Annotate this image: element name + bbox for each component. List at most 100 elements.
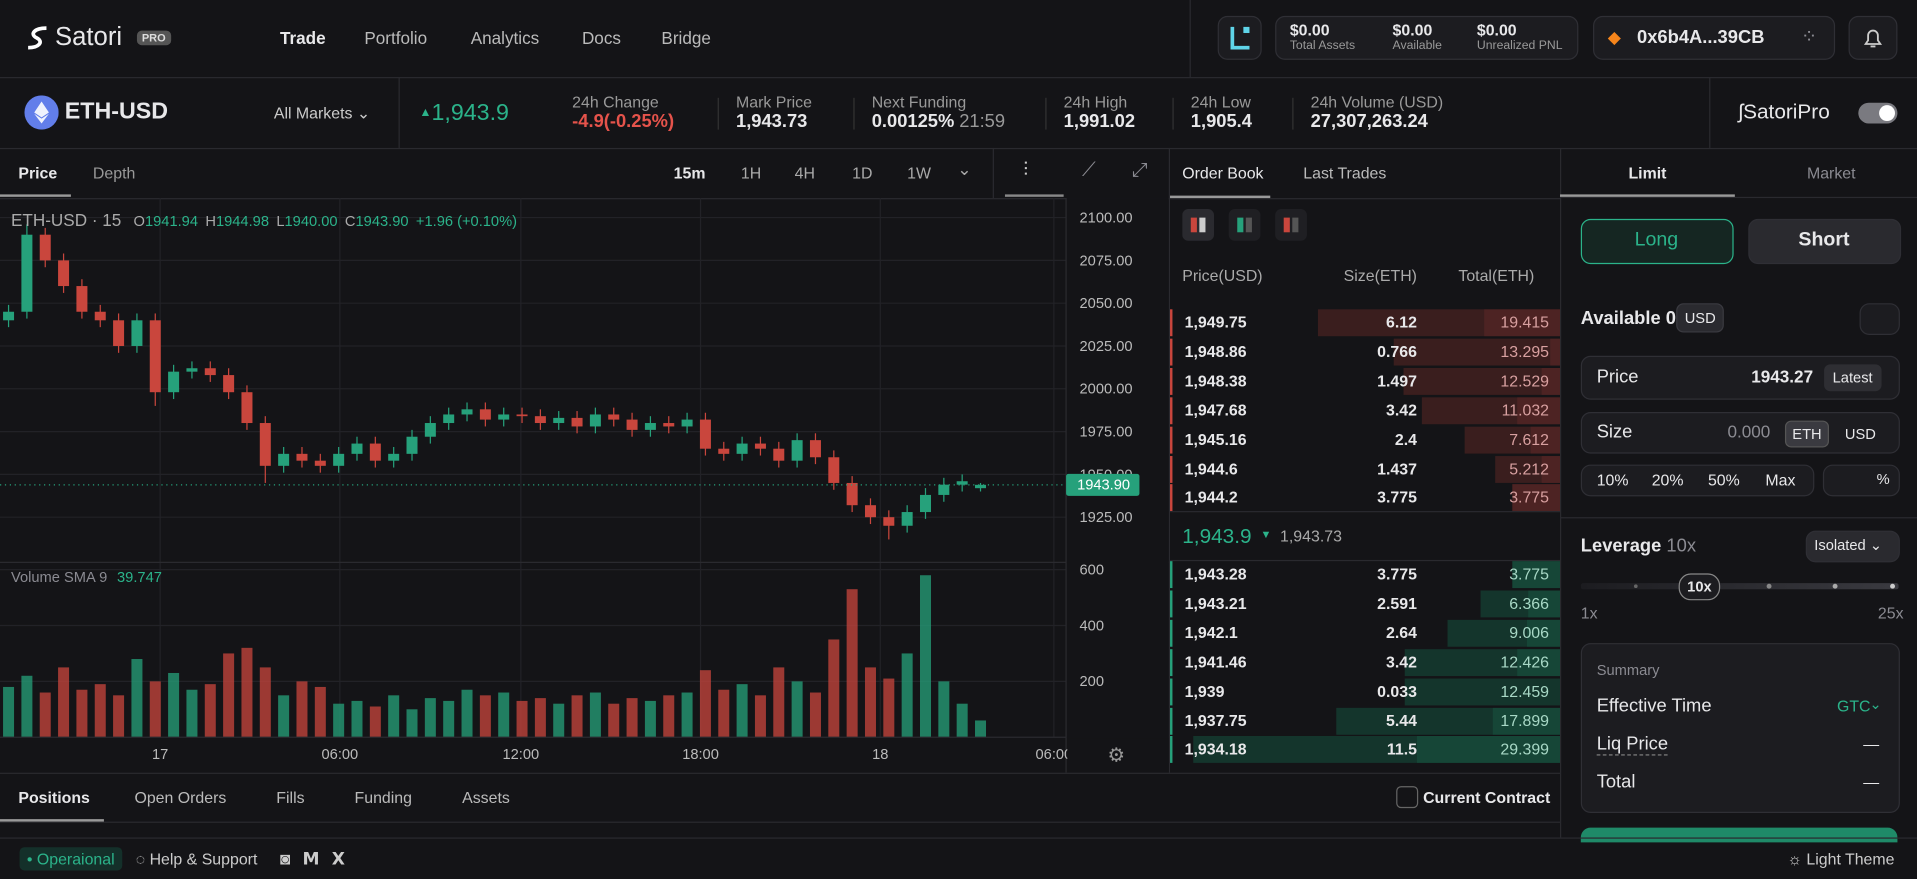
nav-item[interactable]: Bridge <box>661 28 711 48</box>
calculator[interactable] <box>1859 303 1900 335</box>
volume-bar <box>58 667 70 738</box>
legend-key: L <box>276 212 285 230</box>
bid-row[interactable]: 1,937.75 5.44 17.899 <box>1170 706 1561 735</box>
margin-select[interactable] <box>1805 530 1900 563</box>
x-tick-label: 06:00 <box>322 747 359 763</box>
legend: ETH-USD · 15 O1941.94 H1944.98 L1940.00 C194… <box>11 210 517 230</box>
percent-button[interactable]: Max <box>1765 470 1796 490</box>
edge <box>1170 396 1173 424</box>
candle-body <box>76 286 88 312</box>
stat-value: 1,943.73 <box>736 111 807 132</box>
edge <box>1170 561 1173 589</box>
ob-tab[interactable]: Last Trades <box>1303 163 1387 183</box>
volume-bar <box>204 684 216 738</box>
ob-tab[interactable]: Order Book <box>1182 163 1264 183</box>
volume-bar <box>76 689 88 738</box>
short-label: Short <box>1798 229 1850 251</box>
candle-body <box>39 234 51 261</box>
divider <box>0 772 1561 774</box>
candle-body <box>956 481 968 485</box>
edge <box>1170 455 1173 483</box>
bottom-tab[interactable]: Open Orders <box>134 788 227 807</box>
unit-eth[interactable]: ETH <box>1784 420 1829 448</box>
interval[interactable]: 1H <box>740 163 762 183</box>
toggle[interactable] <box>1858 102 1898 124</box>
slider-thumb[interactable]: 10x <box>1678 573 1721 601</box>
stat-value-text: 1,991.02 <box>1063 111 1136 133</box>
size-bar <box>1527 619 1561 647</box>
submit-button[interactable] <box>1580 827 1898 843</box>
ask-row[interactable]: 1,948.86 0.766 13.295 <box>1170 337 1561 366</box>
divider <box>1045 97 1047 130</box>
bottom-tab[interactable]: Positions <box>18 788 90 807</box>
ask-row[interactable]: 1,949.75 6.12 19.415 <box>1170 308 1561 337</box>
bell[interactable] <box>1848 15 1898 60</box>
nav-item[interactable]: Trade <box>279 28 326 48</box>
nav-item[interactable]: Portfolio <box>364 28 428 48</box>
total: 12.426 <box>1500 652 1550 671</box>
theme[interactable]: ☼ Light Theme <box>1787 849 1895 869</box>
volume-bar <box>626 698 638 738</box>
candle-body <box>223 375 235 393</box>
element <box>28 26 47 50</box>
interval[interactable]: 1D <box>852 163 873 183</box>
legend-symbol: ETH-USD · 15 <box>11 210 122 230</box>
volume-bar <box>864 667 876 738</box>
percent-button[interactable]: 10% <box>1596 470 1629 490</box>
ask-row[interactable]: 1,948.38 1.497 12.529 <box>1170 367 1561 396</box>
legend-key: O <box>133 212 145 230</box>
nav-item[interactable]: Analytics <box>470 28 540 48</box>
interval[interactable]: 4H <box>794 163 816 183</box>
long-button[interactable] <box>1580 218 1734 265</box>
bid-row[interactable]: 1,934.18 11.5 29.399 <box>1170 735 1561 764</box>
help[interactable]: ◌ Help & Support <box>135 849 258 869</box>
size-bar <box>1483 309 1561 337</box>
price: 1,943.21 <box>1184 594 1247 613</box>
app-icon[interactable] <box>1217 15 1262 60</box>
interval[interactable]: 1W <box>907 163 931 183</box>
interval[interactable]: 15m <box>673 163 706 183</box>
ask-row[interactable]: 1,944.2 3.775 3.775 <box>1170 483 1561 512</box>
bid-row[interactable]: 1,943.28 3.775 3.775 <box>1170 560 1561 589</box>
interval-more[interactable]: ⌄ <box>957 158 972 179</box>
leverage-value: 10x <box>1666 535 1697 557</box>
bottom-tab[interactable]: Assets <box>462 788 510 807</box>
volume-legend: Volume SMA 9 39.747 <box>11 568 162 585</box>
active-underline <box>1560 194 1735 197</box>
size-input[interactable] <box>1580 412 1900 454</box>
short-button[interactable] <box>1748 218 1902 265</box>
percent-button[interactable]: 50% <box>1707 470 1740 490</box>
ask-row[interactable]: 1,945.16 2.4 7.612 <box>1170 425 1561 454</box>
ask-row[interactable]: 1,947.68 3.42 11.032 <box>1170 396 1561 425</box>
unit-usd[interactable]: USD <box>1844 425 1876 443</box>
available: Available 0 <box>1580 308 1676 329</box>
bid-row[interactable]: 1,942.1 2.64 9.006 <box>1170 618 1561 647</box>
chart-tab[interactable]: Price <box>18 163 58 183</box>
nav-item[interactable]: Docs <box>581 28 621 48</box>
wallet[interactable] <box>1593 15 1836 60</box>
expand-icon: ⤢ <box>1132 160 1148 181</box>
order-book: 1,949.75 6.12 19.415 1,948.86 0.766 13.295 1,9… <box>1170 293 1561 772</box>
ask-row[interactable]: 1,944.6 1.437 5.212 <box>1170 454 1561 483</box>
divider <box>1560 196 1917 199</box>
total: 29.399 <box>1500 740 1550 759</box>
checkbox[interactable] <box>1396 786 1419 809</box>
form-tab[interactable]: Limit <box>1628 163 1667 183</box>
latest-button[interactable]: Latest <box>1824 364 1882 392</box>
stat-value: 1,905.4 <box>1191 111 1252 132</box>
chart-tab[interactable]: Depth <box>92 163 136 183</box>
legend-value: 1943.90 <box>355 212 409 230</box>
percent-button[interactable]: 20% <box>1651 470 1684 490</box>
form-tab[interactable]: Market <box>1806 163 1856 183</box>
bottom-tab[interactable]: Fills <box>276 788 305 807</box>
bid-row[interactable]: 1,939 0.033 12.459 <box>1170 677 1561 706</box>
markets[interactable]: All Markets ⌄ <box>273 103 371 123</box>
summary-value: — <box>1863 734 1880 754</box>
divider <box>1170 198 1561 200</box>
bid-row[interactable]: 1,943.21 2.591 6.366 <box>1170 589 1561 618</box>
bottom-tab[interactable]: Funding <box>354 788 412 807</box>
candle-body <box>828 457 840 483</box>
volume-bar <box>589 692 601 738</box>
bid-row[interactable]: 1,941.46 3.42 12.426 <box>1170 648 1561 677</box>
candle-body <box>113 320 125 346</box>
